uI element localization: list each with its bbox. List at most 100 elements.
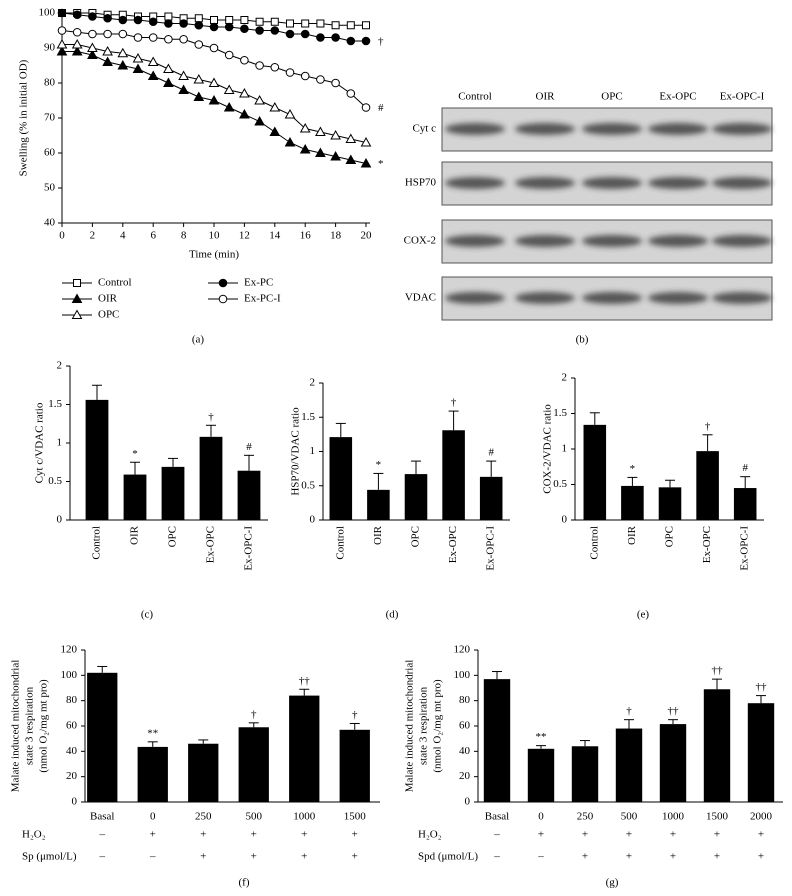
caption: (g)	[606, 877, 619, 889]
legend-marker	[73, 279, 81, 287]
point	[285, 29, 295, 39]
bar	[703, 689, 731, 802]
point	[163, 63, 174, 73]
series-line	[62, 51, 367, 164]
point	[178, 84, 189, 94]
bar	[621, 485, 644, 520]
lane-label: OIR	[536, 91, 556, 103]
x-tick-label: Basal	[90, 811, 114, 823]
row-value: +	[758, 829, 764, 841]
end-label: *	[378, 158, 384, 170]
row-value: +	[758, 851, 764, 863]
point	[117, 47, 129, 58]
point	[345, 154, 357, 164]
y-tick-label: 1	[562, 443, 568, 455]
bar	[583, 424, 607, 520]
bar	[733, 488, 757, 520]
x-tick-label: 6	[150, 230, 156, 242]
bar	[238, 727, 269, 802]
point	[102, 45, 113, 56]
y-tick-label: 2	[562, 372, 568, 384]
row-value: +	[538, 829, 544, 841]
significance-marker: ††	[668, 705, 680, 717]
y-axis-label: Malate induced mitochondrial	[10, 660, 22, 793]
point	[132, 63, 144, 73]
point	[223, 84, 235, 94]
row-label: COX-2	[404, 235, 436, 247]
lane-label: Control	[458, 91, 492, 103]
point	[346, 89, 356, 98]
point	[133, 33, 143, 42]
significance-marker: †	[251, 708, 257, 720]
x-tick-label: 20	[361, 230, 373, 242]
legend-marker	[218, 294, 228, 304]
significance-marker: *	[132, 448, 138, 460]
point	[255, 26, 264, 35]
blot-band	[445, 292, 505, 304]
point	[164, 12, 173, 21]
x-tick-label: Control	[91, 526, 103, 560]
point	[299, 122, 311, 133]
point	[315, 147, 326, 157]
row-value: +	[301, 851, 307, 863]
point	[240, 16, 249, 24]
point	[88, 29, 97, 39]
y-tick-label: 1	[310, 445, 316, 457]
blot-band	[712, 177, 772, 189]
bar	[442, 430, 465, 520]
point	[361, 36, 371, 46]
significance-marker: †	[352, 709, 358, 721]
point	[118, 15, 128, 25]
y-tick-label: 0.5	[48, 475, 62, 487]
point	[299, 143, 311, 154]
point	[208, 94, 220, 105]
x-tick-label: Ex-OPC	[447, 526, 459, 563]
y-tick-label: 1.5	[301, 411, 315, 423]
blot-band	[582, 292, 642, 304]
x-tick-label: 2	[90, 230, 96, 242]
x-tick-label: OIR	[626, 525, 638, 545]
legend-label: Ex-PC-I	[244, 293, 281, 305]
y-tick-label: 80	[459, 694, 471, 706]
y-axis-label: Malate induced mitochondrial	[404, 660, 416, 793]
bar	[85, 399, 109, 520]
legend-label: OPC	[98, 309, 119, 321]
point	[57, 26, 67, 35]
bar	[137, 746, 168, 802]
point	[254, 94, 265, 105]
row-value: +	[714, 829, 720, 841]
significance-marker: †	[705, 420, 711, 432]
y-tick-label: 0	[562, 514, 568, 526]
row-label: Spd (μmol/L)	[418, 851, 478, 863]
bar	[87, 672, 118, 802]
point	[362, 21, 370, 30]
point	[147, 56, 159, 66]
point	[133, 15, 143, 25]
point	[56, 45, 68, 56]
blot-band	[648, 292, 708, 304]
caption: (b)	[576, 334, 589, 346]
row-value: +	[582, 851, 588, 863]
x-tick-label: OPC	[410, 526, 422, 547]
point	[239, 87, 250, 98]
lane-label: Ex-OPC	[659, 91, 696, 103]
bar	[659, 724, 687, 802]
caption: (d)	[386, 609, 399, 621]
bar	[329, 437, 353, 520]
significance-marker: ††	[299, 675, 311, 687]
point	[255, 61, 264, 70]
blot-band	[515, 292, 575, 304]
x-tick-label: 250	[195, 811, 212, 823]
point	[255, 17, 264, 26]
row-value: +	[582, 829, 588, 841]
blot-band	[712, 235, 772, 247]
point	[224, 50, 234, 60]
bar	[339, 729, 370, 802]
x-tick-label: 0	[150, 811, 156, 823]
lane-label: OPC	[601, 91, 622, 103]
legend-label: Ex-PC	[244, 277, 273, 289]
row-value: +	[251, 829, 257, 841]
significance-marker: †	[208, 411, 214, 423]
y-tick-label: 120	[61, 644, 78, 656]
point	[315, 126, 326, 136]
